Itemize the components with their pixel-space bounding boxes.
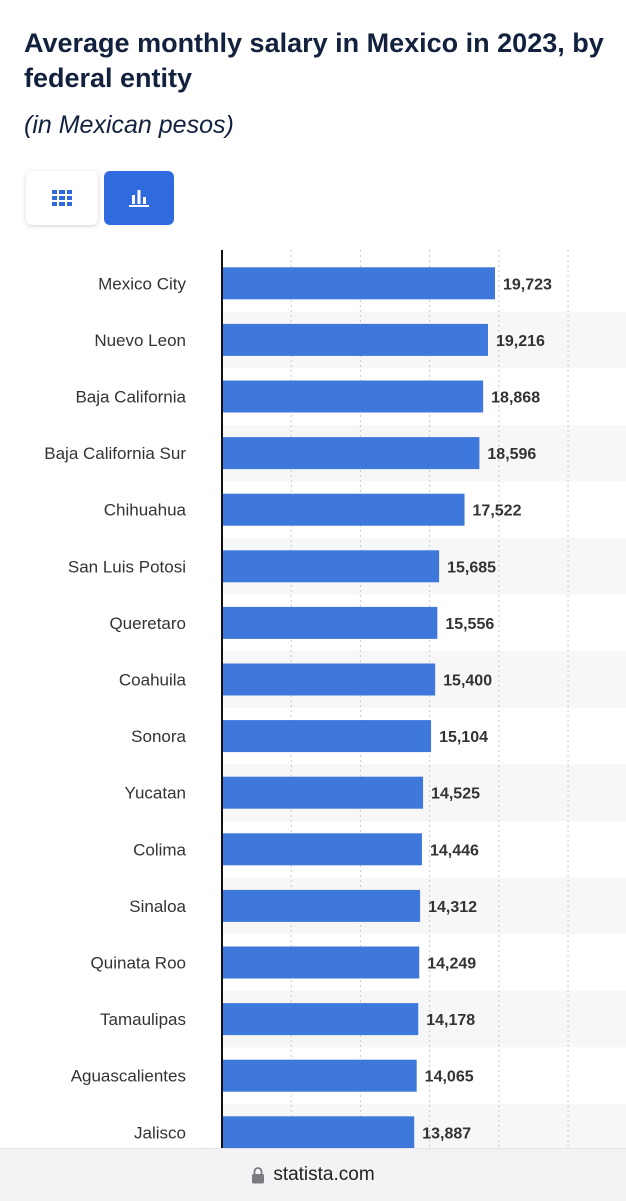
category-label: Baja California Sur — [44, 444, 186, 463]
chart-view-button[interactable] — [104, 171, 174, 225]
bar — [222, 833, 422, 866]
value-label: 15,400 — [443, 673, 492, 690]
category-label: Chihuahua — [104, 501, 187, 520]
category-label: Quinata Roo — [91, 954, 186, 973]
category-label: Yucatan — [125, 784, 186, 803]
value-label: 14,312 — [428, 899, 477, 916]
bar-chart: Mexico City 19,723 Nuevo Leon 19,216 Baja Ca… — [44, 250, 626, 1148]
bar — [222, 720, 432, 753]
bar — [222, 323, 488, 356]
bar — [222, 606, 438, 639]
browser-url-bar[interactable]: statista.com — [0, 1148, 626, 1201]
category-label: Sonora — [131, 727, 186, 746]
value-label: 18,868 — [491, 390, 540, 407]
bar — [222, 889, 421, 922]
bar — [222, 663, 436, 696]
table-view-button[interactable] — [26, 171, 98, 225]
url-domain: statista.com — [273, 1164, 375, 1185]
value-label: 14,178 — [426, 1012, 475, 1029]
category-label: Queretaro — [109, 614, 186, 633]
category-label: Nuevo Leon — [94, 331, 186, 350]
value-label: 17,522 — [473, 503, 522, 520]
chart-title: Average monthly salary in Mexico in 2023… — [24, 28, 604, 93]
bar — [222, 437, 480, 470]
chart-subtitle: (in Mexican pesos) — [24, 111, 234, 139]
bar — [222, 493, 465, 526]
value-label: 19,723 — [503, 276, 552, 293]
bar — [222, 1116, 415, 1148]
table-grid-icon — [52, 190, 72, 206]
bar — [222, 1003, 419, 1036]
value-label: 15,104 — [439, 729, 488, 746]
category-label: Baja California — [75, 388, 186, 407]
bar — [222, 1059, 417, 1092]
bar — [222, 380, 484, 413]
value-label: 18,596 — [487, 446, 536, 463]
category-label: Mexico City — [98, 274, 186, 293]
value-label: 14,065 — [425, 1069, 474, 1086]
value-label: 15,685 — [447, 559, 496, 576]
value-label: 15,556 — [445, 616, 494, 633]
bar — [222, 776, 424, 809]
value-label: 14,525 — [431, 786, 480, 803]
category-label: Coahuila — [119, 671, 187, 690]
value-label: 19,216 — [496, 333, 545, 350]
category-label: Aguascalientes — [71, 1067, 186, 1086]
category-label: San Luis Potosi — [68, 557, 186, 576]
lock-icon — [252, 1166, 265, 1183]
value-label: 14,446 — [430, 842, 479, 859]
category-label: Jalisco — [134, 1123, 186, 1142]
value-label: 14,249 — [427, 956, 476, 973]
bar — [222, 267, 495, 300]
bar — [222, 946, 420, 979]
category-label: Sinaloa — [129, 897, 186, 916]
bar-chart-icon — [129, 190, 149, 207]
bar — [222, 550, 440, 583]
category-label: Colima — [133, 840, 186, 859]
value-label: 13,887 — [422, 1125, 471, 1142]
category-label: Tamaulipas — [100, 1010, 186, 1029]
